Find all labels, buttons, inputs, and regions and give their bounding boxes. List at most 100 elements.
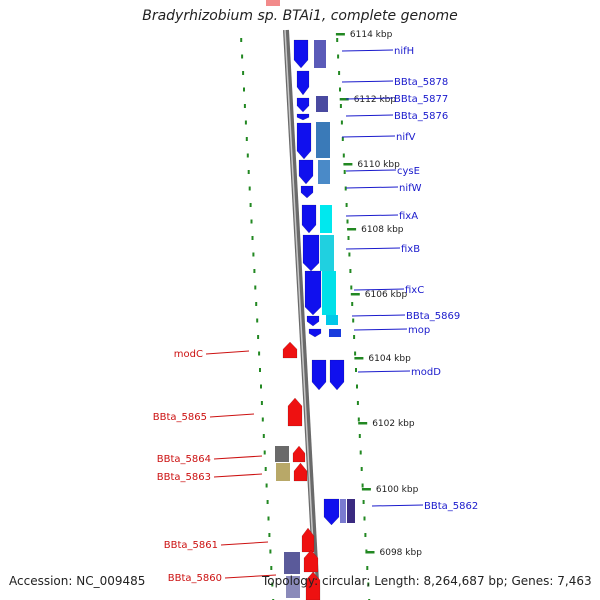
cds-block <box>322 271 336 315</box>
label-connector <box>357 370 411 373</box>
forward-cds-arrow <box>296 122 312 160</box>
reverse-gene-label[interactable]: BBta_5864 <box>157 454 211 465</box>
reverse-cds-arrow <box>292 445 306 463</box>
minor-tick-right <box>363 516 366 521</box>
major-tick <box>343 163 353 166</box>
minor-tick-right <box>364 533 367 537</box>
minor-tick-right <box>337 54 340 59</box>
reverse-gene-label[interactable]: BBta_5861 <box>164 540 218 551</box>
cds-block <box>318 160 330 184</box>
minor-tick-right <box>351 302 354 306</box>
minor-tick-right <box>340 120 343 125</box>
label-connector <box>353 328 408 331</box>
reverse-cds-arrow <box>293 462 308 482</box>
label-connector <box>371 504 424 507</box>
minor-tick-right <box>357 417 360 422</box>
label-connector <box>213 455 263 460</box>
position-tick-label: 6104 kbp <box>368 354 411 364</box>
backbone-track <box>283 29 320 600</box>
minor-tick-left <box>256 318 259 323</box>
position-tick-label: 6114 kbp <box>350 30 393 40</box>
minor-tick-right <box>339 87 341 92</box>
forward-gene-label[interactable]: nifH <box>394 46 414 57</box>
cds-block <box>276 463 290 481</box>
minor-tick-left <box>245 137 248 141</box>
forward-gene-label[interactable]: BBta_5876 <box>394 111 448 122</box>
forward-gene-label[interactable]: mop <box>408 325 430 336</box>
forward-gene-label[interactable]: nifV <box>396 132 416 143</box>
position-tick-label: 6102 kbp <box>372 419 415 429</box>
minor-tick-right <box>358 434 361 438</box>
minor-tick-left <box>260 401 263 405</box>
reverse-gene-label[interactable]: BBta_5863 <box>157 472 211 483</box>
forward-gene-label[interactable]: BBta_5869 <box>406 311 460 322</box>
minor-tick-right <box>347 236 350 240</box>
major-tick <box>365 551 375 554</box>
forward-gene-label[interactable]: modD <box>411 367 441 378</box>
forward-gene-label[interactable]: cysE <box>397 166 420 177</box>
reverse-gene-label[interactable]: modC <box>174 349 203 360</box>
cds-block <box>320 205 332 233</box>
minor-tick-right <box>349 269 352 273</box>
minor-tick-left <box>271 582 274 587</box>
minor-tick-left <box>246 153 249 158</box>
minor-tick-left <box>262 434 265 438</box>
minor-tick-left <box>244 120 247 125</box>
reverse-gene-label[interactable]: BBta_5860 <box>168 573 222 584</box>
reverse-cds-top <box>266 0 280 6</box>
minor-tick-right <box>350 285 353 290</box>
minor-tick-left <box>248 186 251 191</box>
minor-tick-left <box>243 104 246 108</box>
minor-tick-right <box>360 467 363 471</box>
forward-gene-label[interactable]: nifW <box>399 183 422 194</box>
minor-tick-right <box>359 450 362 455</box>
minor-tick-right <box>348 252 351 257</box>
backbone-highlight <box>284 29 317 600</box>
label-connector <box>345 186 399 189</box>
minor-tick-right <box>354 351 357 356</box>
forward-cds-arrow <box>298 159 314 185</box>
topology-text: Topology: circular; Length: 8,264,687 bp… <box>262 574 592 588</box>
reverse-cds-arrow <box>301 527 315 553</box>
forward-cds-arrow <box>296 97 310 113</box>
minor-tick-left <box>263 450 266 455</box>
minor-tick-left <box>243 87 245 92</box>
forward-gene-label[interactable]: fixA <box>399 211 418 222</box>
minor-tick-left <box>264 467 267 471</box>
cds-block <box>340 499 346 523</box>
forward-cds-arrow <box>311 359 327 391</box>
minor-tick-left <box>265 483 268 488</box>
forward-cds-arrow <box>296 113 310 121</box>
minor-tick-left <box>255 302 258 306</box>
minor-tick-left <box>269 549 272 554</box>
cds-block <box>347 499 355 523</box>
feature-layer <box>275 39 355 600</box>
minor-tick-left <box>270 566 273 570</box>
minor-tick-left <box>266 500 269 504</box>
minor-tick-left <box>249 203 252 207</box>
forward-cds-arrow <box>308 328 322 338</box>
cds-block <box>284 552 300 574</box>
label-layer: 6114 kbp 6112 kbp 6110 kbp 6108 kbp 6106 kbp… <box>153 30 478 584</box>
minor-tick-left <box>257 335 260 339</box>
minor-tick-right <box>343 170 346 174</box>
label-connector <box>353 288 405 291</box>
forward-cds-arrow <box>323 498 340 526</box>
minor-tick-left <box>268 533 271 537</box>
forward-gene-label[interactable]: fixB <box>401 244 420 255</box>
forward-gene-label[interactable]: BBta_5878 <box>394 77 448 88</box>
cds-block <box>316 96 328 112</box>
cds-block <box>286 576 300 598</box>
minor-tick-right <box>342 153 345 158</box>
forward-cds-arrow <box>306 315 320 327</box>
forward-cds-arrow <box>329 359 345 391</box>
minor-tick-right <box>355 368 357 372</box>
reverse-gene-label[interactable]: BBta_5865 <box>153 412 207 423</box>
minor-tick-left <box>258 351 261 356</box>
minor-tick-right <box>344 186 347 191</box>
forward-gene-label[interactable]: BBta_5862 <box>424 501 478 512</box>
forward-gene-label[interactable]: fixC <box>405 285 424 296</box>
forward-gene-label[interactable]: BBta_5877 <box>394 94 448 105</box>
minor-tick-right <box>356 384 358 389</box>
